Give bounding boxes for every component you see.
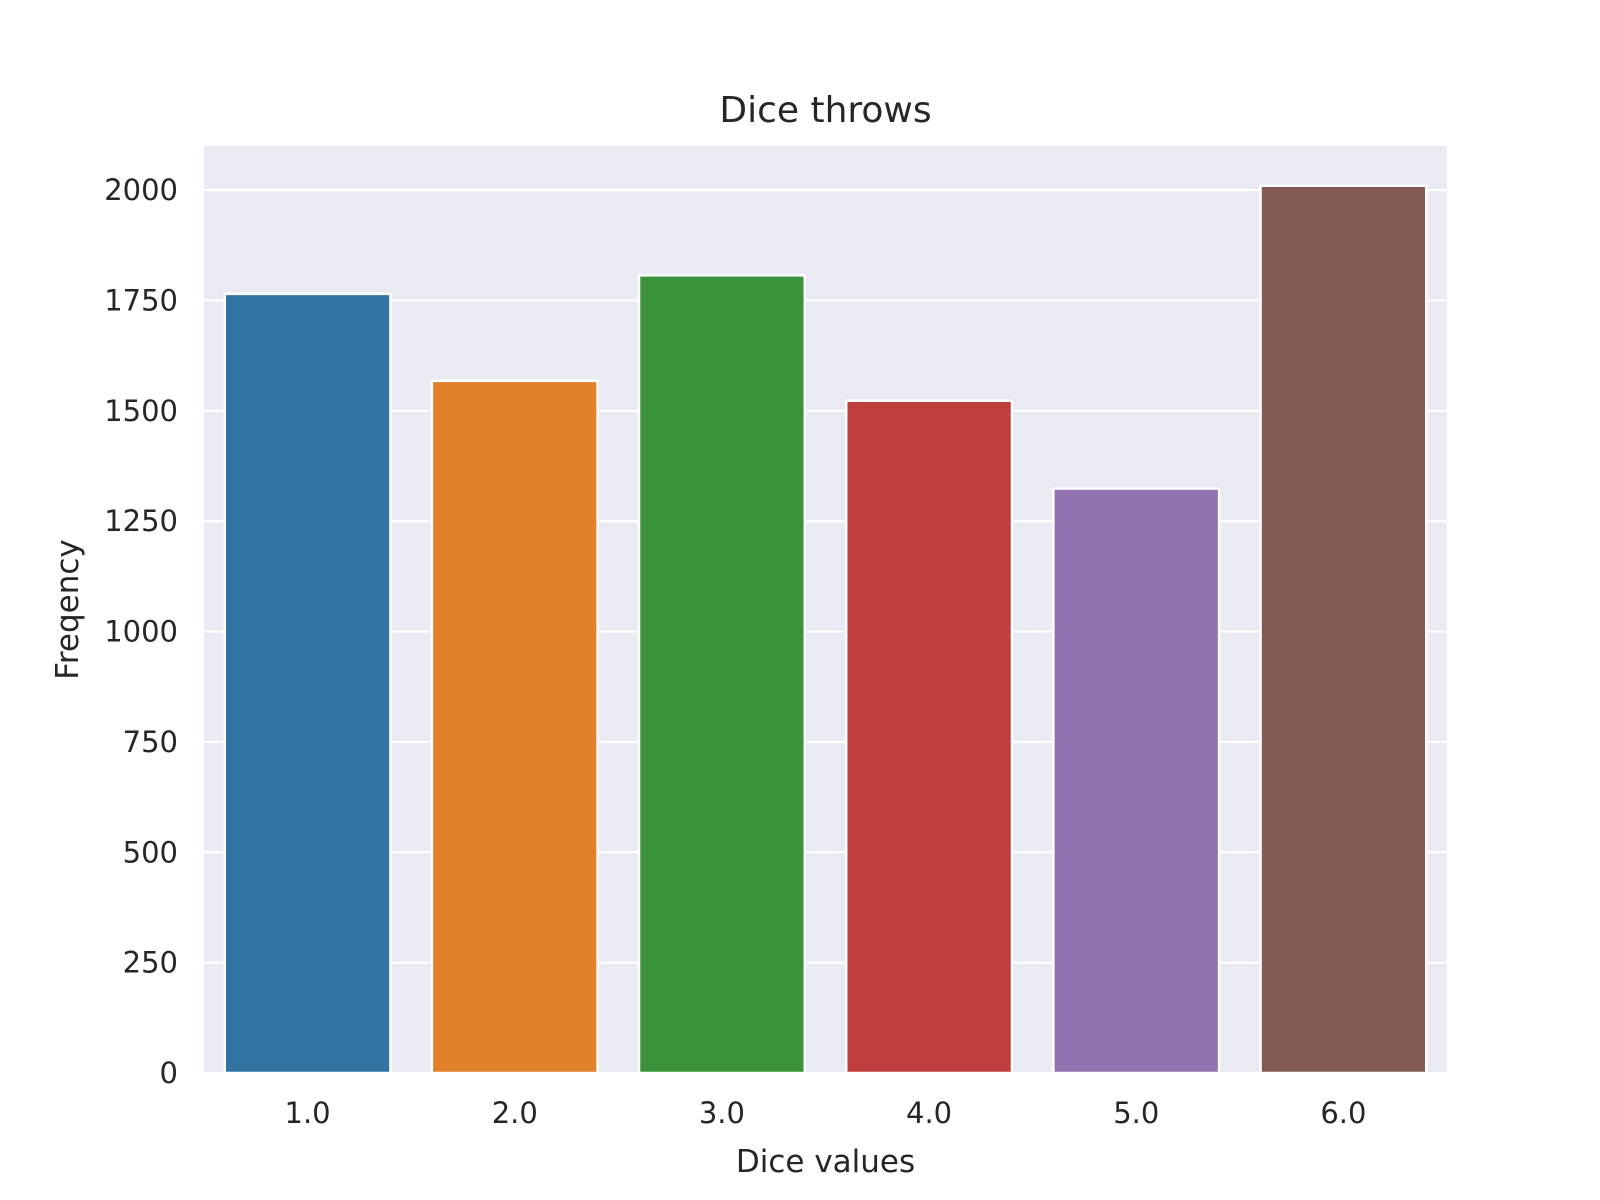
x-tick-label: 3.0 xyxy=(699,1096,745,1130)
y-tick-label: 1750 xyxy=(104,284,178,318)
x-tick-label: 4.0 xyxy=(906,1096,952,1130)
y-tick-label: 1250 xyxy=(104,504,178,538)
x-tick-label: 2.0 xyxy=(492,1096,538,1130)
x-axis-ticks: 1.0 2.0 3.0 4.0 5.0 6.0 xyxy=(285,1096,1367,1130)
y-tick-label: 0 xyxy=(160,1056,178,1090)
x-tick-label: 5.0 xyxy=(1113,1096,1159,1130)
x-tick-label: 1.0 xyxy=(285,1096,331,1130)
y-axis-label: Freqency xyxy=(50,539,86,680)
x-tick-label: 6.0 xyxy=(1320,1096,1366,1130)
y-tick-label: 1000 xyxy=(104,615,178,649)
y-tick-label: 2000 xyxy=(104,173,178,207)
y-tick-label: 1500 xyxy=(104,394,178,428)
bar-5-0 xyxy=(1052,487,1221,1075)
y-tick-label: 750 xyxy=(123,725,178,759)
bar-2-0 xyxy=(430,379,599,1075)
y-tick-label: 250 xyxy=(123,946,178,980)
bar-6-0 xyxy=(1259,184,1428,1075)
y-axis-ticks: 0 250 500 750 1000 1250 1500 1750 2000 xyxy=(104,173,178,1090)
bars xyxy=(223,184,1428,1075)
bar-1-0 xyxy=(223,292,392,1075)
x-axis-label: Dice values xyxy=(736,1144,915,1180)
y-tick-label: 500 xyxy=(123,835,178,869)
gridlines xyxy=(204,189,1447,1075)
chart-title: Dice throws xyxy=(719,90,931,131)
bar-3-0 xyxy=(637,274,807,1075)
bar-4-0 xyxy=(844,399,1014,1075)
